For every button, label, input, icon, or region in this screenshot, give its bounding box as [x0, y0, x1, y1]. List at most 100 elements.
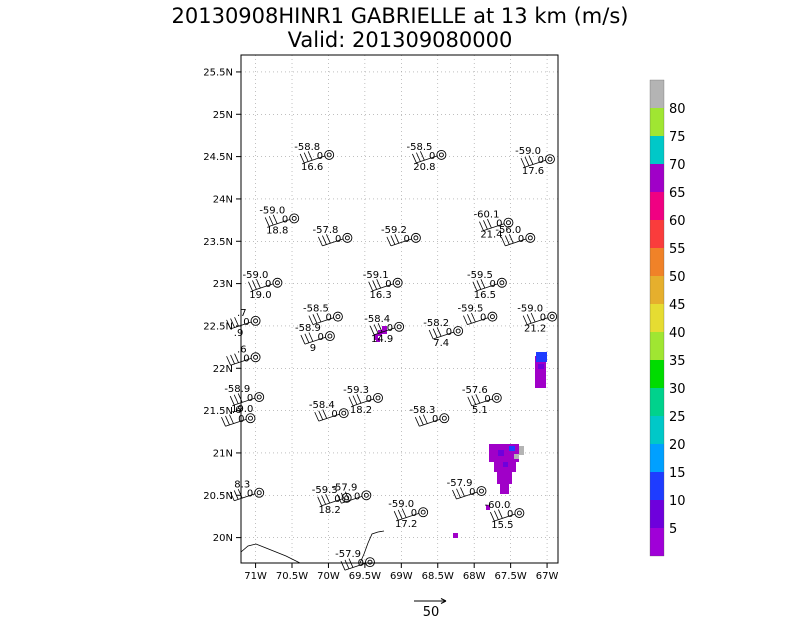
station-temperature: .6: [237, 344, 247, 355]
station-ring-outer: [439, 413, 450, 424]
station-value: 0: [247, 393, 253, 404]
wind-barb: [456, 488, 461, 498]
wind-barb: [422, 414, 428, 424]
station-ring-outer: [324, 331, 335, 342]
station-value: 0: [385, 279, 391, 290]
station-ring-inner: [375, 395, 381, 401]
station-ring-inner: [363, 492, 369, 498]
wind-barb: [452, 489, 457, 500]
y-tick-label: 25N: [213, 110, 233, 121]
wind-barb: [226, 319, 231, 330]
wind-barb-shaft: [390, 238, 413, 247]
station-ring-inner: [291, 215, 297, 221]
station-value: 0: [334, 494, 340, 505]
station-ring-inner: [494, 395, 500, 401]
wind-barb: [460, 487, 465, 497]
wind-barb: [471, 312, 476, 323]
station-value: 0: [335, 234, 341, 245]
colorbar-label: 40: [669, 326, 686, 341]
wind-barb-shaft: [419, 418, 441, 427]
colorbar-segment: [650, 80, 664, 108]
wind-barb: [428, 329, 434, 340]
station-value: 0: [540, 313, 546, 324]
station-ring-inner: [420, 509, 426, 515]
wind-barb-shaft: [372, 283, 394, 292]
station-ring-outer: [342, 232, 353, 243]
station-temperature: -58.9: [295, 323, 321, 334]
wind-barb: [356, 394, 362, 404]
chart-subtitle: Valid: 201309080000: [287, 28, 513, 52]
station-temperature: -58.2: [423, 318, 449, 329]
wind-barb: [312, 314, 318, 324]
wind-barb: [317, 496, 323, 506]
station-temperature: -57.6: [462, 385, 488, 396]
station-temperature: -58.4: [309, 400, 335, 411]
wind-barb-shaft: [234, 397, 256, 406]
station-ring-inner: [341, 410, 347, 416]
station-temperature: -59.3: [343, 385, 369, 396]
wind-barb: [308, 315, 314, 325]
wind-barb: [352, 395, 358, 405]
station-temperature: -59.3: [312, 485, 338, 496]
colorbar-segment: [650, 192, 664, 220]
colorbar-label: 65: [669, 186, 686, 201]
station-value: 0: [358, 558, 364, 569]
wind-barb: [483, 220, 488, 230]
station-speed: 14.9: [371, 334, 393, 345]
colorbar-segment: [650, 276, 664, 304]
station-value: 0: [404, 234, 410, 245]
station-plot: -57.80: [313, 225, 353, 247]
station-temperature: -59.0: [515, 146, 541, 157]
y-tick-label: 25.5N: [203, 67, 233, 78]
colorbar-segment: [650, 472, 664, 500]
y-tick-label: 21N: [213, 448, 233, 459]
station-ring-inner: [274, 280, 280, 286]
colorbar-label: 50: [669, 270, 686, 285]
wind-barb: [225, 415, 230, 426]
station-temperature: -57.8: [313, 225, 339, 236]
station-ring-inner: [344, 495, 350, 501]
station-ring-outer: [453, 326, 464, 336]
wind-barb: [321, 495, 327, 505]
wind-barb-shaft: [374, 327, 396, 336]
wind-barb: [369, 325, 375, 335]
station-temperature: -58.4: [364, 314, 390, 325]
station-plot: -57.605.1: [462, 385, 502, 416]
wind-barb: [498, 509, 503, 519]
station-ring-inner: [441, 415, 447, 421]
station-ring-outer: [324, 149, 335, 160]
station-temperature: -58.5: [407, 142, 433, 153]
y-tick-label: 23.5N: [203, 237, 233, 248]
colorbar-label: 10: [669, 494, 686, 509]
wind-barb: [300, 334, 306, 345]
station-speed: 19.0: [249, 290, 271, 301]
station-temperature: -59.1: [363, 270, 389, 281]
station-value: 0: [411, 508, 417, 519]
wind-barb: [229, 414, 234, 424]
x-tick-label: 68W: [463, 571, 486, 582]
station-temperature: -59.5: [467, 270, 493, 281]
wind-barb: [467, 396, 473, 407]
wind-barb-shaft: [312, 317, 335, 325]
wind-barb: [397, 509, 403, 520]
wind-barb: [299, 153, 305, 164]
station-value: 0: [243, 317, 249, 328]
station-speed: 16.3: [370, 290, 392, 301]
station-value: 0: [265, 279, 271, 290]
wind-barb: [237, 488, 243, 499]
station-value: 0: [282, 214, 288, 225]
station-ring-outer: [373, 392, 383, 403]
wind-barb: [401, 508, 407, 518]
station-value: 0: [490, 279, 496, 290]
station-speed: 15.5: [491, 520, 513, 531]
station-speed: 7.4: [433, 338, 449, 349]
wind-barb: [272, 214, 278, 224]
wind-barb: [522, 315, 528, 325]
station-ring-outer: [338, 408, 349, 419]
station-temperature: -57.9: [335, 549, 361, 560]
station-ring-outer: [491, 392, 502, 403]
station-speed: 5.1: [472, 405, 488, 416]
station-ring-inner: [248, 415, 253, 421]
